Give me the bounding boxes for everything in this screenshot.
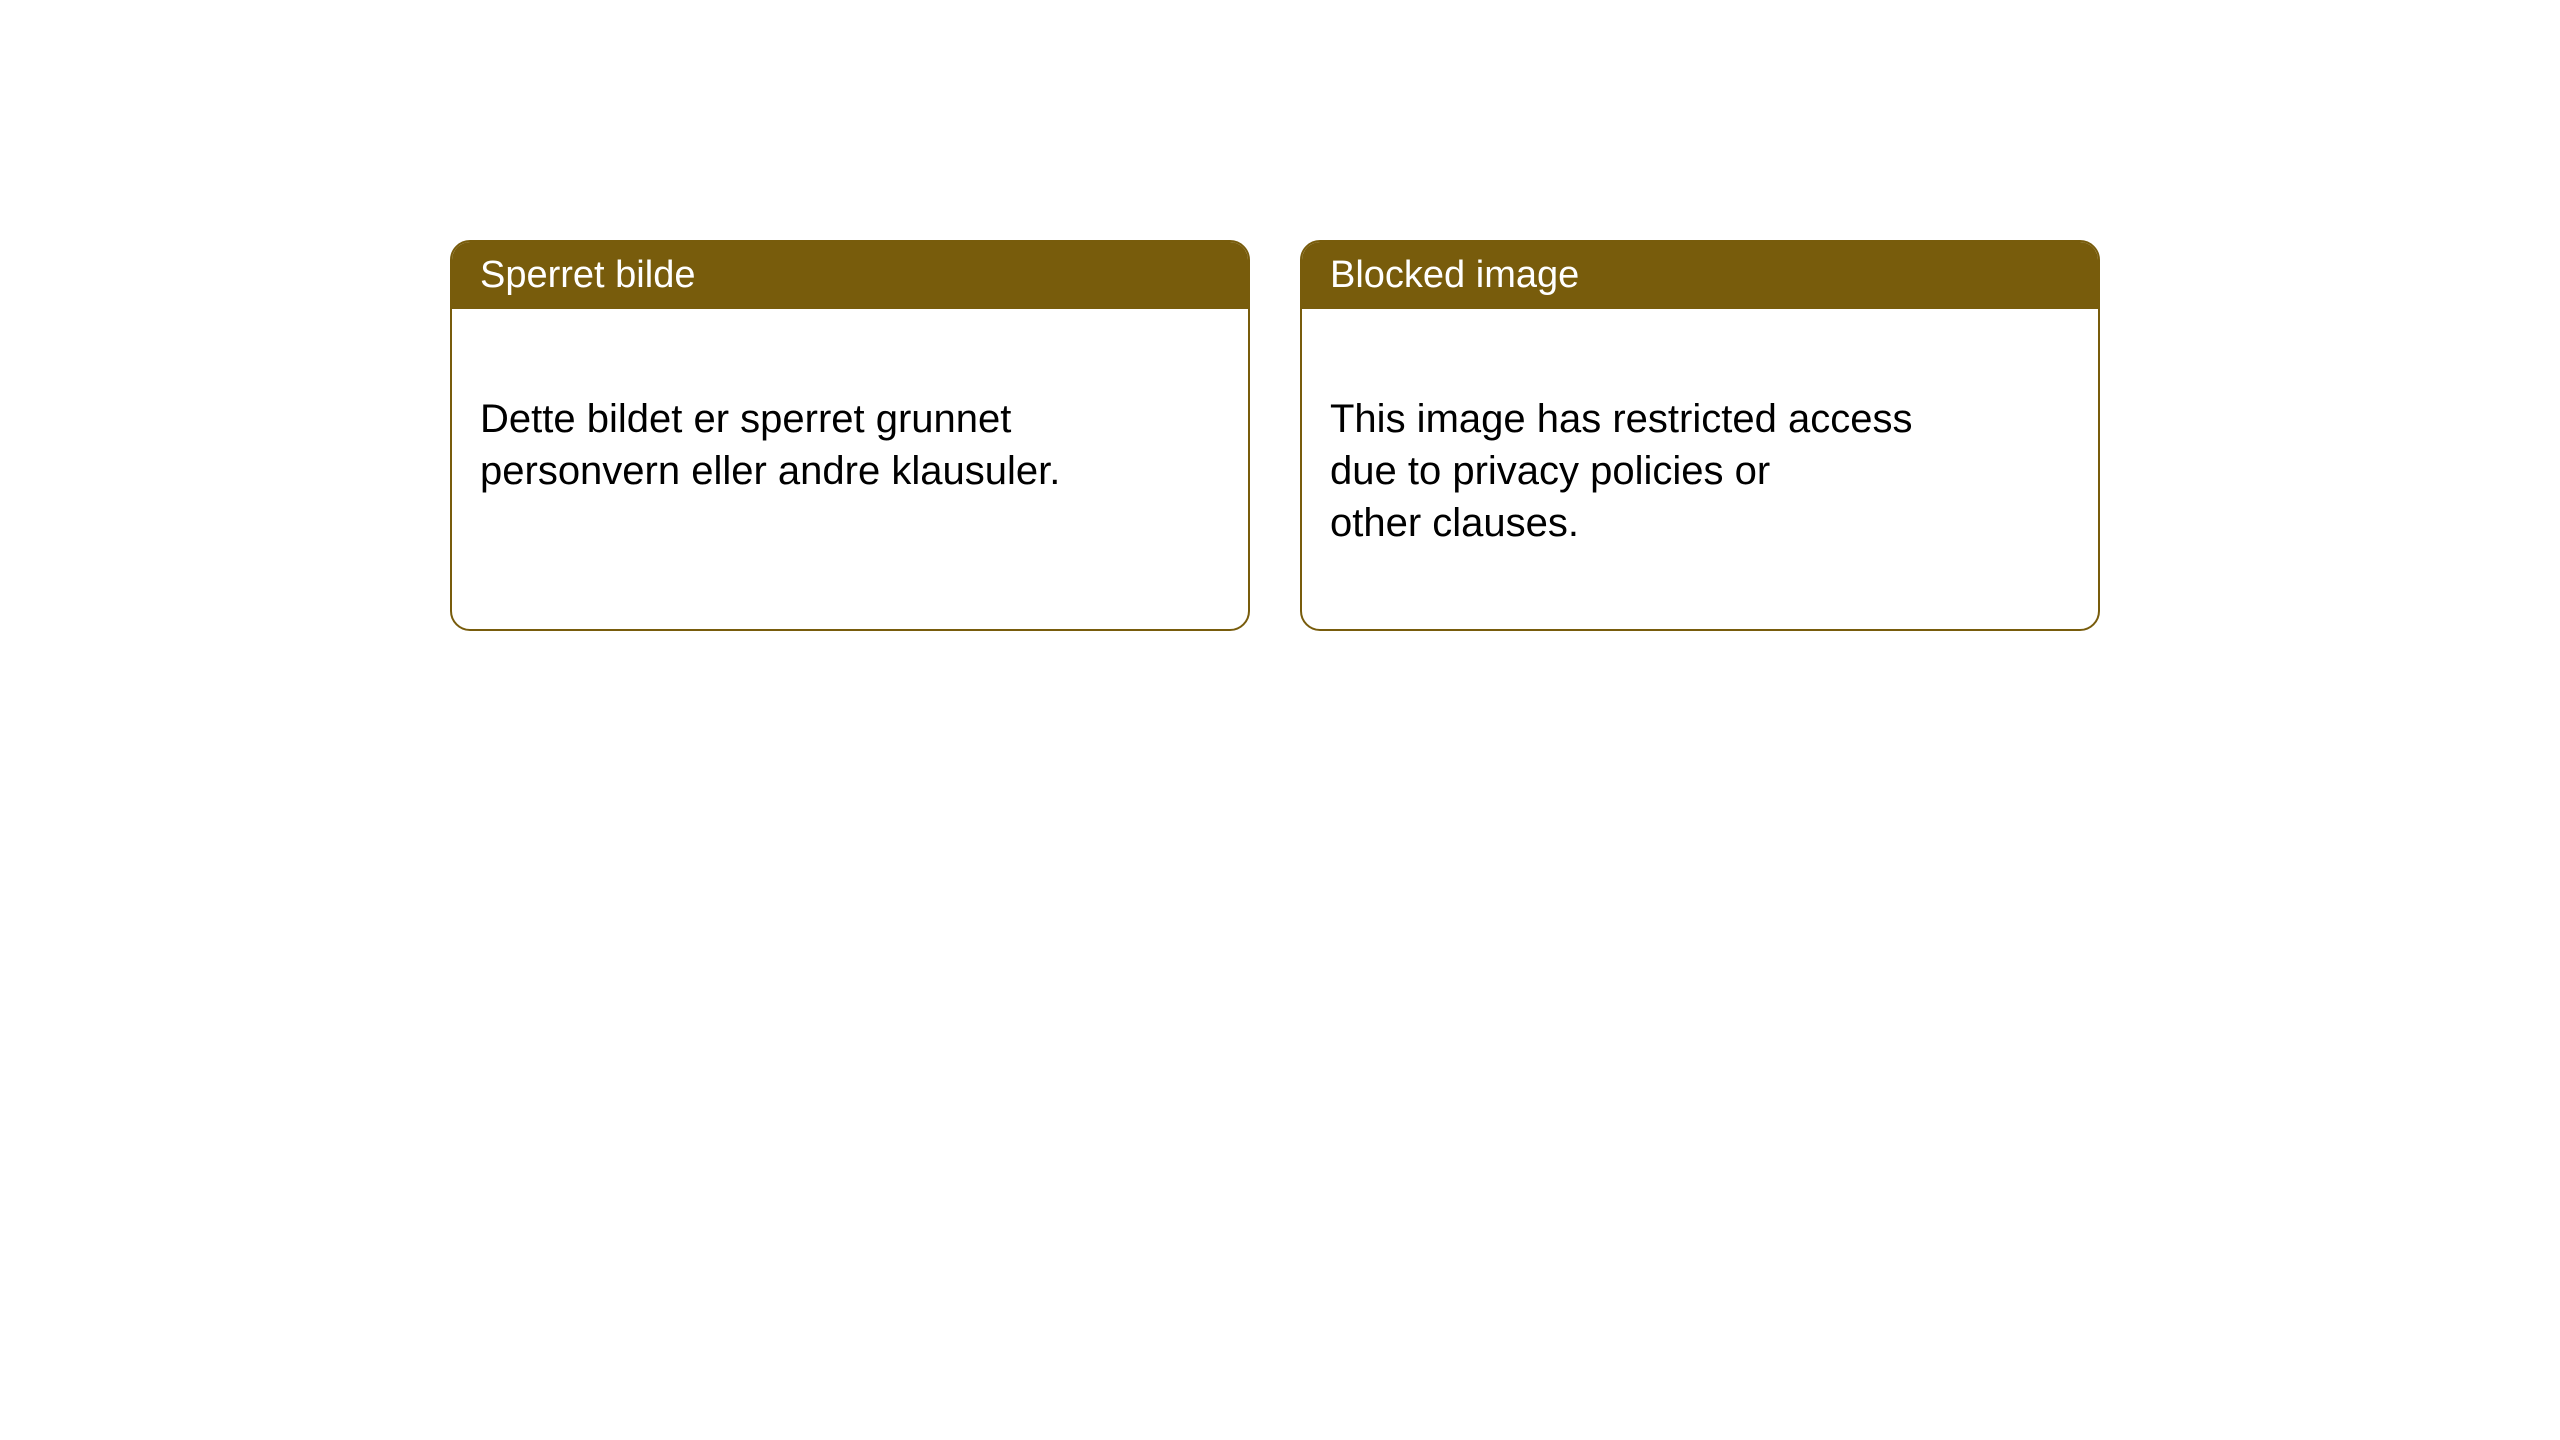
- notice-header: Sperret bilde: [452, 242, 1248, 309]
- notice-container: Sperret bilde Dette bildet er sperret gr…: [0, 0, 2560, 631]
- notice-title: Sperret bilde: [480, 254, 695, 296]
- notice-title: Blocked image: [1330, 254, 1579, 296]
- notice-body: This image has restricted access due to …: [1302, 309, 2098, 629]
- notice-body-text: Dette bildet er sperret grunnet personve…: [480, 397, 1060, 493]
- notice-body-text: This image has restricted access due to …: [1330, 397, 1912, 545]
- notice-body: Dette bildet er sperret grunnet personve…: [452, 309, 1248, 577]
- notice-card-norwegian: Sperret bilde Dette bildet er sperret gr…: [450, 240, 1250, 631]
- notice-card-english: Blocked image This image has restricted …: [1300, 240, 2100, 631]
- notice-header: Blocked image: [1302, 242, 2098, 309]
